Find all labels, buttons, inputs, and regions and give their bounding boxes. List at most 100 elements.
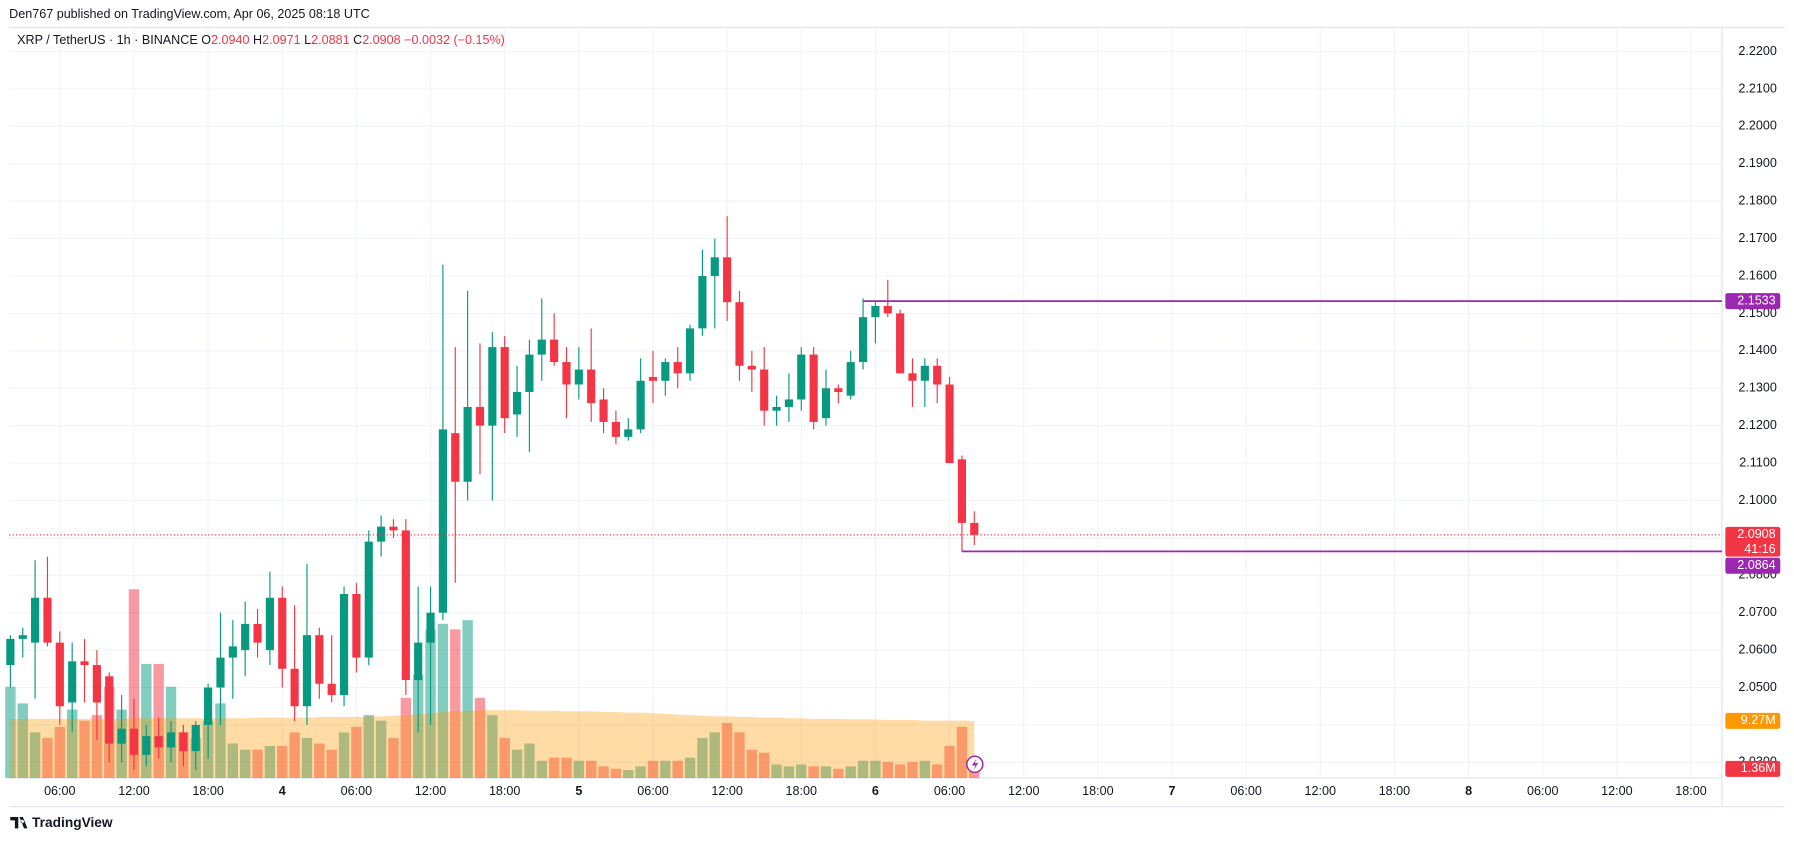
volume-bar (672, 760, 683, 779)
x-tick-label: 12:00 (1008, 784, 1039, 798)
price-label: 2.1533 (1737, 293, 1775, 307)
volume-bar (845, 766, 856, 779)
candle-body (797, 354, 806, 400)
volume-bar (598, 766, 609, 779)
volume-bar (783, 766, 795, 779)
volume-bar (79, 720, 90, 779)
y-tick-label: 2.2000 (1738, 119, 1776, 133)
volume-bar (870, 760, 881, 779)
brand-mark (10, 816, 28, 829)
price-label-box (1725, 557, 1781, 574)
legend-key: C (353, 34, 362, 48)
candle-body (537, 339, 546, 355)
legend-key: H (253, 34, 262, 48)
volume-bar (5, 686, 16, 779)
x-tick-label: 06:00 (341, 784, 372, 798)
volume-bar (400, 697, 412, 779)
x-tick-label: 12:00 (711, 784, 742, 798)
y-tick-label: 2.1000 (1738, 493, 1776, 507)
y-tick-label: 2.1600 (1738, 268, 1776, 282)
legend-change: −0.0032 (−0.15%) (404, 34, 505, 48)
volume-bar (759, 752, 770, 779)
volume-bar (524, 743, 535, 779)
brand-logo[interactable]: TradingView (10, 815, 113, 830)
volume-bar (289, 732, 300, 779)
candle-body (438, 429, 447, 613)
y-tick-label: 2.2200 (1738, 44, 1776, 58)
volume-bar (660, 760, 671, 779)
volume-bar (301, 737, 313, 779)
candle-body (957, 459, 967, 523)
candle-body (191, 724, 200, 752)
candle-body (204, 687, 213, 725)
candle-body (550, 339, 559, 363)
y-tick-label: 2.0600 (1738, 642, 1776, 656)
brand-name[interactable]: TradingView (32, 815, 113, 830)
volume-bar (388, 737, 399, 779)
volume-bar (128, 589, 140, 779)
candle-body (945, 384, 954, 464)
candle-body (710, 257, 719, 277)
volume-bar (734, 732, 745, 779)
volume-bar (548, 757, 560, 779)
candle-body (43, 597, 52, 643)
candle-body (636, 380, 645, 430)
volume-bar (499, 737, 510, 779)
y-tick-label: 2.1800 (1738, 194, 1776, 208)
volume-bar (351, 726, 362, 779)
candle-body (414, 642, 423, 681)
candle-body (253, 623, 262, 643)
volume-bar (684, 757, 696, 779)
volume-bar (969, 769, 980, 779)
candle-body (80, 661, 89, 666)
countdown-label: 41:16 (1744, 542, 1775, 556)
volume-bar (610, 768, 622, 779)
overlays (9, 300, 1722, 553)
volume-bar (857, 760, 869, 779)
candle-body (871, 305, 880, 318)
volume-bar (487, 715, 498, 779)
x-tick-label: 4 (279, 784, 286, 798)
volume-bar (450, 629, 461, 779)
candle-body (834, 388, 843, 392)
candle-body (500, 347, 509, 419)
candle-body (896, 313, 905, 374)
symbol-legend: XRP / TetherUS · 1h · BINANCE O2.0940 H2… (17, 34, 505, 48)
legend-key: L (304, 34, 311, 48)
candle-body (31, 597, 40, 643)
candle-body (451, 433, 460, 482)
y-tick-label: 2.2100 (1738, 81, 1776, 95)
volume-bar (746, 749, 758, 779)
volume-bar (239, 749, 251, 779)
volume-bar (956, 726, 968, 779)
x-tick-label: 6 (872, 784, 879, 798)
candle-body (55, 642, 64, 707)
y-tick-label: 2.0500 (1738, 680, 1776, 694)
volume-bar (721, 723, 733, 779)
volume-bar (277, 745, 288, 779)
x-tick-label: 18:00 (1675, 784, 1706, 798)
alert-icon[interactable] (966, 755, 984, 774)
candle-body (920, 365, 929, 381)
volume-bar (919, 760, 931, 779)
candle-body (723, 257, 732, 303)
x-tick-label: 06:00 (637, 784, 668, 798)
candle-body (611, 421, 620, 437)
candle-body (574, 369, 583, 385)
candle-body (426, 612, 435, 643)
volume-bar (944, 745, 955, 779)
x-tick-label: 7 (1169, 784, 1176, 798)
x-tick-label: 18:00 (489, 784, 520, 798)
candle-body (129, 728, 139, 755)
volume-bar (709, 732, 720, 779)
candle-body (933, 365, 942, 385)
price-label: 2.0864 (1737, 558, 1775, 572)
legend-value: 2.0881 (311, 34, 349, 48)
volume-bar (437, 623, 449, 779)
x-tick-label: 06:00 (934, 784, 965, 798)
candle-body (809, 354, 818, 422)
candle-body (512, 391, 522, 415)
candle-body (6, 638, 15, 666)
y-tick-label: 2.1900 (1738, 156, 1776, 170)
